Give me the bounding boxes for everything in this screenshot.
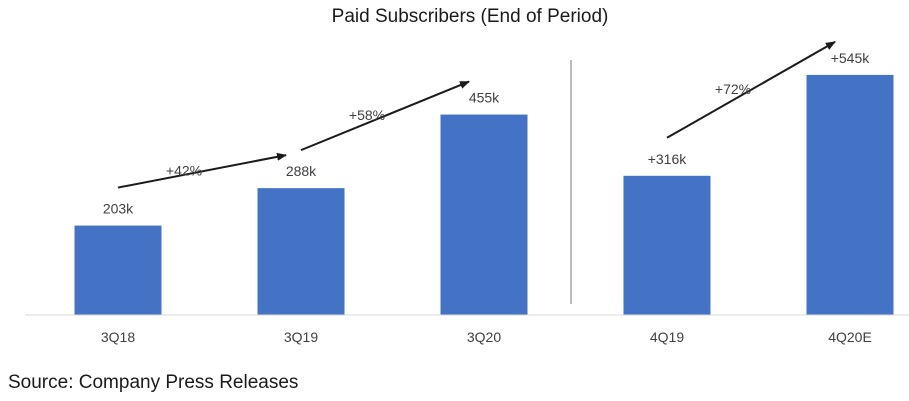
bar-3q20 [441, 115, 528, 315]
data-label-3q19: 288k [286, 163, 317, 179]
bar-3q19 [258, 188, 345, 315]
growth-label-2: +58% [349, 107, 385, 123]
data-label-3q20: 455k [469, 90, 500, 106]
bar-4q19 [624, 176, 711, 315]
category-label-4q19: 4Q19 [650, 329, 684, 345]
data-label-3q18: 203k [103, 201, 134, 217]
category-label-3q19: 3Q19 [284, 329, 318, 345]
chart-title: Paid Subscribers (End of Period) [332, 6, 609, 27]
category-label-4q20e: 4Q20E [828, 329, 872, 345]
data-label-4q20e: +545k [831, 50, 871, 66]
bar-4q20e [807, 75, 894, 315]
source-note: Source: Company Press Releases [8, 372, 298, 394]
category-label-3q18: 3Q18 [101, 329, 135, 345]
data-label-4q19: +316k [648, 151, 688, 167]
growth-label-3: +72% [715, 81, 751, 97]
bar-3q18 [75, 226, 162, 315]
growth-label-1: +42% [166, 162, 202, 178]
category-label-3q20: 3Q20 [467, 329, 501, 345]
